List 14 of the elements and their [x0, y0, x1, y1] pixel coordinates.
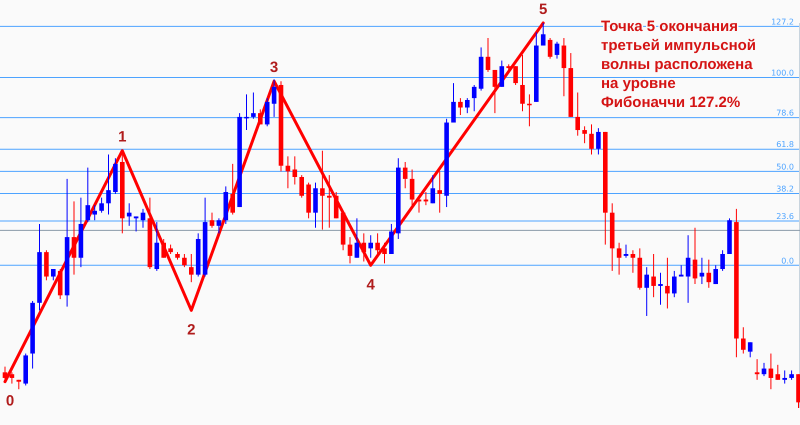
y-tick-label: 50.0	[776, 162, 794, 172]
annotation: 1	[118, 128, 126, 146]
y-tick-label: 100.0	[771, 68, 794, 78]
y-tick-label: 38.2	[776, 184, 794, 194]
annotation: 3	[270, 59, 278, 76]
y-tick-label: 23.6	[776, 212, 794, 221]
y-tick-label: 0.0	[781, 256, 794, 266]
annotation: 4	[366, 276, 376, 294]
annotation: 0	[6, 392, 14, 410]
annotation: 2	[187, 321, 196, 338]
y-tick-label: 78.6	[776, 108, 794, 118]
y-tick-label: 127.2	[771, 17, 794, 26]
text: 5	[539, 1, 548, 18]
y-tick-label: 61.8	[776, 140, 794, 150]
